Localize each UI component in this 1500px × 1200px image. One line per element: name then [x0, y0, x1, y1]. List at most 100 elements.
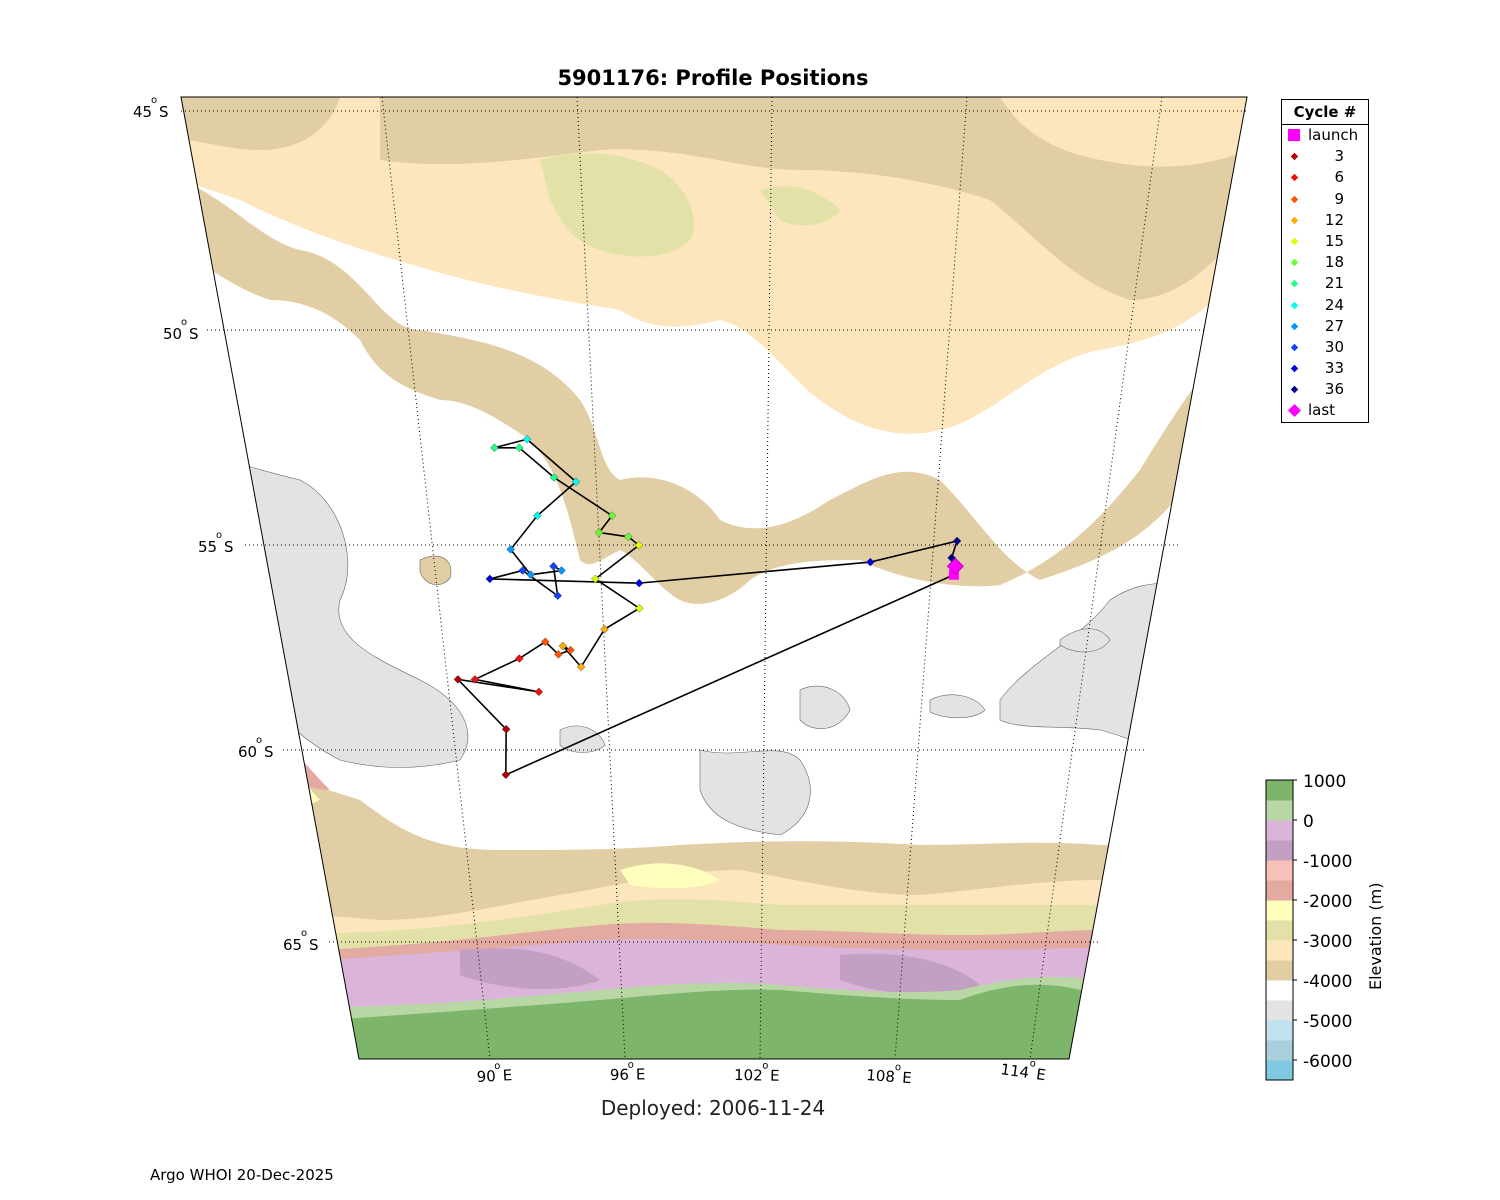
profile-point — [634, 578, 644, 588]
bathymetry-layer — [181, 97, 1247, 1059]
diamond-icon — [1290, 258, 1299, 267]
latitude-labels: 45 o S 50 o S 55 o S 60 o S 65 o S — [133, 95, 319, 954]
profile-point — [470, 675, 480, 684]
legend-label: 9 — [1334, 189, 1344, 208]
legend-label: 18 — [1324, 253, 1344, 272]
profile-point — [549, 562, 558, 571]
legend-entry: 30 — [1282, 337, 1368, 358]
cbar-tick: 0 — [1303, 812, 1314, 832]
svg-text:S: S — [264, 743, 274, 761]
profile-point — [576, 662, 586, 672]
lat-label-55: 55 — [198, 538, 217, 556]
legend-entry: 6 — [1282, 167, 1368, 188]
map-frame — [180, 96, 1248, 1060]
lon-label-96: 96 — [610, 1066, 629, 1084]
legend-entry: 9 — [1282, 189, 1368, 210]
lon-label-114: 114 — [999, 1060, 1030, 1082]
svg-text:o: o — [216, 530, 222, 541]
cbar-tick: -4000 — [1303, 972, 1352, 992]
profile-point — [571, 477, 581, 487]
svg-text:S: S — [224, 538, 234, 556]
colorbar-band — [1266, 860, 1293, 881]
profile-point — [591, 574, 600, 584]
colorbar-band — [1266, 980, 1293, 1001]
diamond-icon — [1290, 322, 1299, 330]
svg-text:E: E — [1035, 1065, 1047, 1084]
lat-label-45: 45 — [133, 103, 152, 121]
last-position-marker — [946, 557, 964, 575]
legend-entries: launch 3 6 9 12 15 18 21 24 27 30 33 36 last — [1282, 125, 1368, 422]
profile-point — [522, 434, 532, 444]
colorbar-band — [1266, 1040, 1293, 1061]
credit-line: Argo WHOI 20-Dec-2025 — [150, 1166, 334, 1184]
legend-entry: 36 — [1282, 379, 1368, 400]
profile-markers — [453, 434, 964, 780]
profile-point — [453, 675, 463, 684]
colorbar-band — [1266, 1000, 1293, 1021]
elevation-colorbar — [1265, 779, 1297, 1081]
map-title: 5901176: Profile Positions — [557, 66, 869, 90]
legend-entry: 15 — [1282, 231, 1368, 252]
lat-label-60: 60 — [238, 743, 257, 761]
profile-point — [501, 770, 511, 780]
colorbar-band — [1266, 1020, 1293, 1041]
profile-point — [635, 604, 644, 613]
legend-label: 21 — [1324, 274, 1344, 293]
profile-point — [558, 641, 568, 651]
profile-point — [533, 511, 542, 520]
legend-label: 36 — [1324, 380, 1344, 399]
legend-entry: 12 — [1282, 210, 1368, 231]
profile-point — [594, 528, 604, 537]
diamond-icon — [1290, 152, 1299, 161]
diamond-icon — [1290, 364, 1299, 373]
svg-text:o: o — [1029, 1058, 1037, 1070]
deployment-date: Deployed: 2006-11-24 — [600, 1096, 826, 1120]
profile-point — [557, 566, 566, 575]
cbar-tick: -6000 — [1303, 1052, 1352, 1072]
cbar-tick: -3000 — [1303, 932, 1352, 952]
legend-label: launch — [1308, 126, 1359, 144]
diamond-icon — [1290, 343, 1299, 352]
legend-label: 6 — [1334, 168, 1344, 187]
colorbar-band — [1266, 880, 1293, 901]
legend-label: 27 — [1324, 316, 1344, 335]
diamond-icon — [1290, 280, 1299, 288]
cbar-tick: 1000 — [1303, 772, 1346, 792]
lat-label-65: 65 — [283, 936, 302, 954]
cycle-legend: Cycle # launch 3 6 9 12 15 18 21 24 27 30 33 36 last — [1281, 99, 1369, 423]
colorbar-tick-labels: 1000 0 -1000 -2000 -3000 -4000 -5000 -60… — [1303, 772, 1352, 1072]
profile-point — [600, 624, 609, 634]
svg-text:E: E — [770, 1067, 780, 1085]
cbar-tick: -1000 — [1303, 852, 1352, 872]
colorbar-band — [1266, 800, 1293, 821]
legend-title: Cycle # — [1282, 100, 1368, 125]
colorbar-band — [1266, 780, 1293, 801]
svg-text:S: S — [309, 936, 319, 954]
svg-text:o: o — [256, 735, 262, 746]
colorbar-band — [1266, 920, 1293, 941]
profile-point — [554, 650, 563, 659]
svg-text:o: o — [628, 1060, 634, 1071]
colorbar-band — [1266, 820, 1293, 841]
lon-label-102: 102 — [734, 1066, 763, 1084]
legend-entry: 27 — [1282, 316, 1368, 337]
profile-point — [515, 443, 524, 453]
legend-entry: 24 — [1282, 295, 1368, 316]
legend-entry: 21 — [1282, 273, 1368, 294]
legend-label: last — [1308, 401, 1336, 420]
svg-text:o: o — [494, 1061, 501, 1072]
longitude-labels: 90 o E 96 o E 102 o E 108 o E 114 o E — [476, 1058, 1047, 1087]
colorbar-band — [1266, 960, 1293, 981]
profile-point — [515, 654, 524, 663]
diamond-icon — [1290, 216, 1299, 224]
colorbar-band — [1266, 1060, 1293, 1081]
profile-point — [624, 532, 633, 542]
legend-label: 12 — [1324, 210, 1344, 229]
svg-text:o: o — [301, 928, 307, 939]
diamond-icon — [1288, 404, 1301, 418]
profile-point — [485, 574, 495, 584]
profile-point — [549, 473, 559, 482]
svg-text:o: o — [895, 1062, 902, 1073]
svg-text:S: S — [159, 103, 169, 121]
